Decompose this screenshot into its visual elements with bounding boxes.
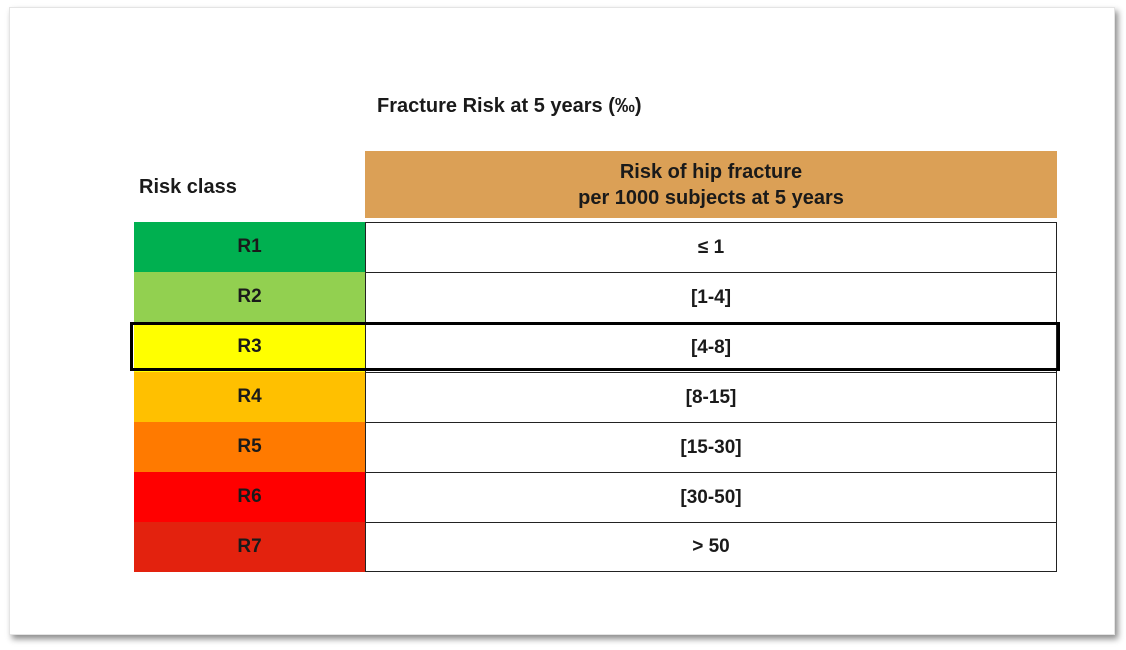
table-row: R2 [1-4] [134,272,1057,322]
risk-class-cell: R5 [134,422,365,472]
risk-value-cell: ≤ 1 [365,222,1057,272]
table-row: R6 [30-50] [134,472,1057,522]
risk-class-cell: R1 [134,222,365,272]
risk-value-cell: [8-15] [365,372,1057,422]
table-row: R4 [8-15] [134,372,1057,422]
table-row: R7 > 50 [134,522,1057,572]
risk-value-cell: > 50 [365,522,1057,572]
risk-class-header: Risk class [139,176,237,198]
fracture-risk-header: Risk of hip fracture per 1000 subjects a… [365,151,1057,218]
risk-value-cell: [1-4] [365,272,1057,322]
risk-class-cell: R6 [134,472,365,522]
table-row: R3 [4-8] [134,322,1057,372]
header-line-2: per 1000 subjects at 5 years [578,186,844,209]
page-title: Fracture Risk at 5 years (‰) [377,95,642,117]
table-row: R5 [15-30] [134,422,1057,472]
risk-class-cell: R2 [134,272,365,322]
risk-class-cell: R4 [134,372,365,422]
risk-value-cell: [15-30] [365,422,1057,472]
risk-value-cell: [30-50] [365,472,1057,522]
risk-value-cell: [4-8] [365,322,1057,372]
risk-class-cell: R3 [134,322,365,372]
risk-table: R1 ≤ 1 R2 [1-4] R3 [4-8] R4 [8-15] R5 [1… [134,222,1057,572]
header-line-1: Risk of hip fracture [619,160,803,183]
table-row: R1 ≤ 1 [134,222,1057,272]
risk-class-cell: R7 [134,522,365,572]
